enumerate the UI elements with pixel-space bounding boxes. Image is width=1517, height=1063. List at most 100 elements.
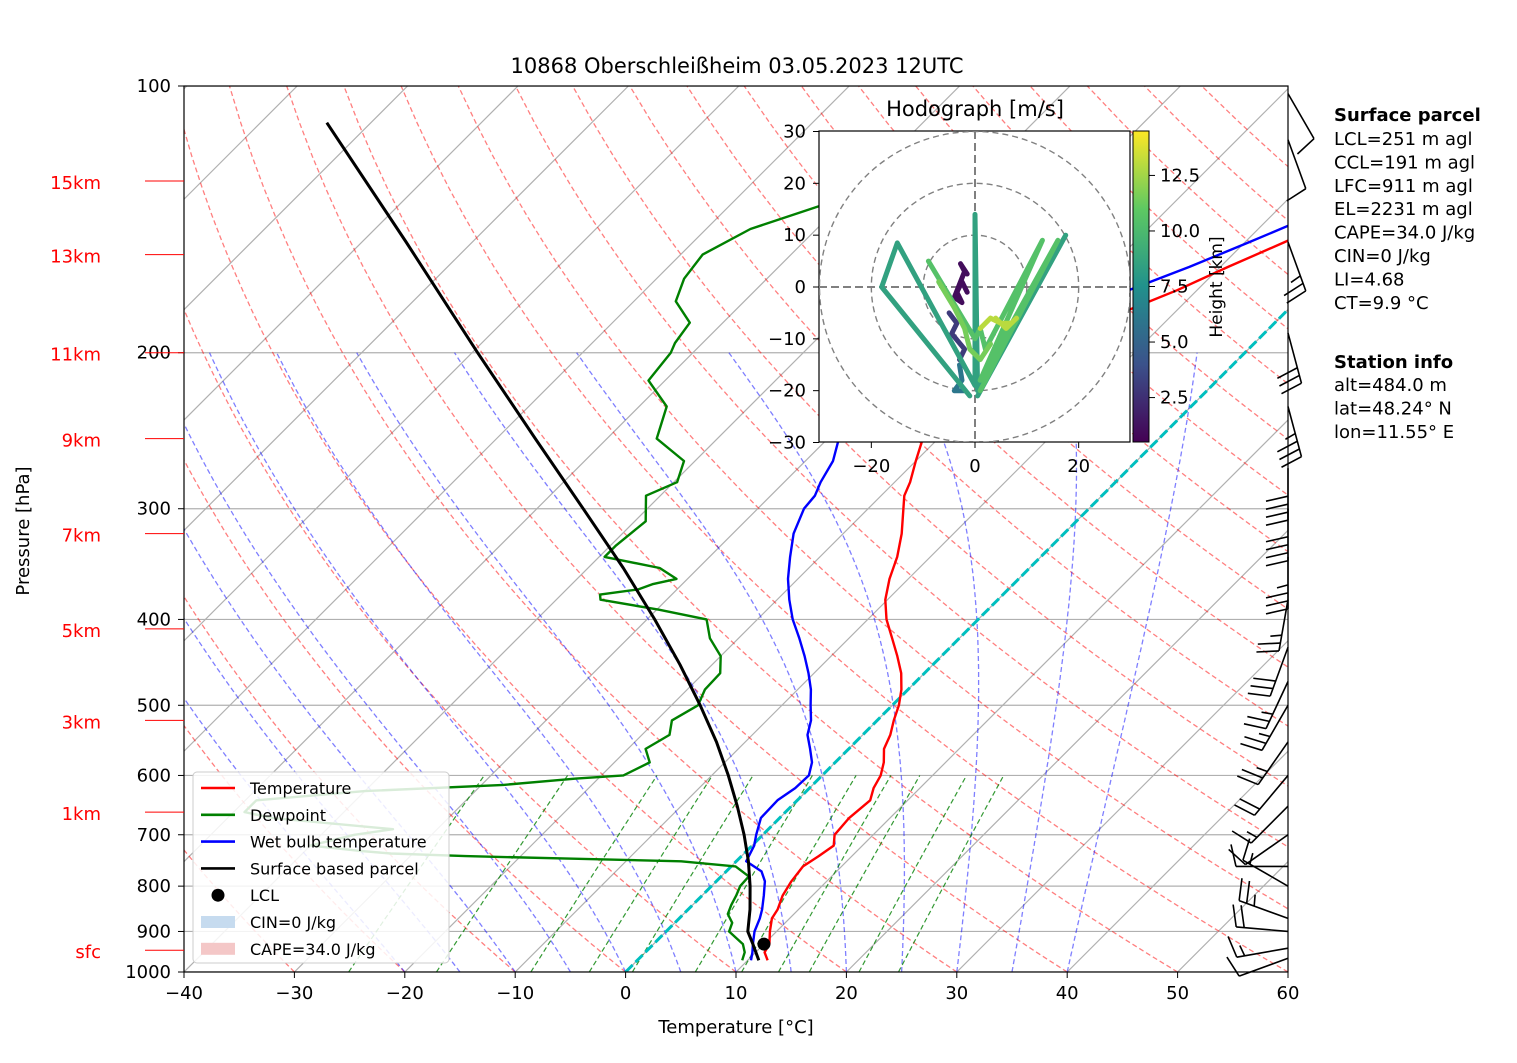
barb-half	[1270, 635, 1281, 636]
wind-barb	[1229, 835, 1288, 865]
wind-barb	[1266, 468, 1288, 525]
hodograph-y-tick-label: −30	[768, 433, 806, 454]
barb-flag	[1239, 878, 1242, 900]
moist-adiabat	[455, 353, 792, 972]
wind-barb	[1277, 333, 1301, 394]
wind-barb	[1277, 406, 1301, 467]
chart-title: 10868 Oberschleißheim 03.05.2023 12UTC	[511, 54, 964, 78]
legend-swatch	[201, 916, 235, 928]
legend-label: LCL	[250, 886, 279, 905]
height-label: sfc	[75, 942, 101, 963]
barb-half	[1240, 946, 1245, 956]
wind-barbs	[1227, 94, 1314, 976]
mixing-ratio-line	[437, 775, 568, 972]
legend-swatch	[212, 889, 225, 902]
barb-flag	[1247, 717, 1269, 722]
barb-flag	[1240, 799, 1260, 809]
mixing-ratio-line	[899, 775, 1004, 972]
colorbar-tick-label: 12.5	[1160, 165, 1200, 186]
x-tick-label: −10	[496, 983, 534, 1004]
barb-flag	[1251, 686, 1273, 689]
surface-parcel-value: CT=9.9 °C	[1334, 293, 1429, 314]
barb-flag	[1266, 496, 1288, 501]
y-tick-label: 1000	[125, 962, 171, 983]
x-tick-label: 60	[1277, 983, 1300, 1004]
height-label: 5km	[62, 621, 101, 642]
barb-flag	[1282, 383, 1302, 394]
moist-adiabat	[905, 353, 979, 972]
surface-parcel-value: CCL=191 m agl	[1334, 152, 1475, 173]
x-tick-label: 0	[620, 983, 631, 1004]
wind-barb	[1248, 647, 1288, 696]
barb-flag	[1287, 189, 1306, 201]
station-info-heading: Station info	[1334, 352, 1453, 373]
barb-flag	[1253, 678, 1275, 681]
y-tick-label: 700	[137, 825, 171, 846]
surface-parcel-value: EL=2231 m agl	[1334, 199, 1473, 220]
barb-half	[1257, 768, 1268, 772]
hodograph-title: Hodograph [m/s]	[886, 97, 1064, 121]
y-tick-label: 100	[137, 76, 171, 97]
height-label: 11km	[50, 345, 101, 366]
y-tick-label: 800	[137, 876, 171, 897]
barb-half	[1262, 712, 1273, 714]
height-colorbar	[1133, 131, 1149, 442]
surface-parcel-value: LCL=251 m agl	[1334, 129, 1473, 150]
barb-half	[1277, 585, 1288, 588]
barb-flag	[1244, 737, 1266, 744]
barb-flag	[1244, 724, 1266, 729]
colorbar-tick-label: 10.0	[1160, 221, 1200, 242]
barb-flag	[1277, 441, 1297, 452]
legend-label: Surface based parcel	[250, 859, 419, 878]
barb-staff	[1245, 835, 1288, 865]
barb-flag	[1279, 449, 1299, 460]
x-axis-label: Temperature [°C]	[657, 1017, 813, 1038]
y-tick-label: 900	[137, 921, 171, 942]
wind-barb	[1256, 600, 1288, 652]
barb-flag	[1266, 520, 1288, 525]
wind-barb	[1228, 936, 1288, 957]
x-tick-label: −30	[275, 983, 313, 1004]
mixing-ratio-line	[779, 775, 891, 972]
y-axis-label: Pressure [hPa]	[13, 466, 34, 595]
station-info-value: lon=11.55° E	[1334, 422, 1454, 443]
legend-label: Temperature	[249, 779, 351, 798]
y-tick-label: 600	[137, 765, 171, 786]
height-label: 9km	[62, 431, 101, 452]
wind-barb	[1284, 242, 1306, 303]
x-tick-label: 50	[1166, 983, 1189, 1004]
colorbar-tick-label: 2.5	[1160, 388, 1189, 409]
legend-label: Dewpoint	[250, 806, 326, 825]
hodograph-y-tick-label: −20	[768, 381, 806, 402]
hodograph-x-tick-label: −20	[852, 456, 890, 477]
surface-parcel-value: LFC=911 m agl	[1334, 176, 1473, 197]
hodograph-y-tick-label: 0	[795, 277, 806, 298]
colorbar-tick-label: 5.0	[1160, 332, 1189, 353]
barb-flag	[1240, 744, 1262, 751]
barb-flag	[1277, 368, 1297, 379]
surface-parcel-heading: Surface parcel	[1334, 105, 1481, 126]
barb-flag	[1248, 693, 1270, 696]
barb-half	[1259, 734, 1270, 737]
surface-parcel-value: LI=4.68	[1334, 269, 1405, 290]
y-tick-label: 300	[137, 499, 171, 520]
x-tick-label: 40	[1056, 983, 1079, 1004]
barb-half	[1250, 853, 1253, 864]
x-tick-label: 30	[945, 983, 968, 1004]
y-tick-label: 500	[137, 695, 171, 716]
height-label: 1km	[62, 804, 101, 825]
hodograph-y-tick-label: −10	[768, 329, 806, 350]
hodograph-y-tick-label: 30	[783, 122, 806, 143]
wind-barb	[1288, 94, 1314, 154]
barb-flag	[1258, 643, 1281, 644]
barb-flag	[1227, 957, 1239, 976]
hodograph-x-tick-label: 20	[1067, 456, 1090, 477]
colorbar-tick-label: 7.5	[1160, 277, 1189, 298]
barb-flag	[1266, 545, 1288, 550]
legend-label: CAPE=34.0 J/kg	[250, 940, 376, 959]
barb-flag	[1256, 651, 1279, 652]
